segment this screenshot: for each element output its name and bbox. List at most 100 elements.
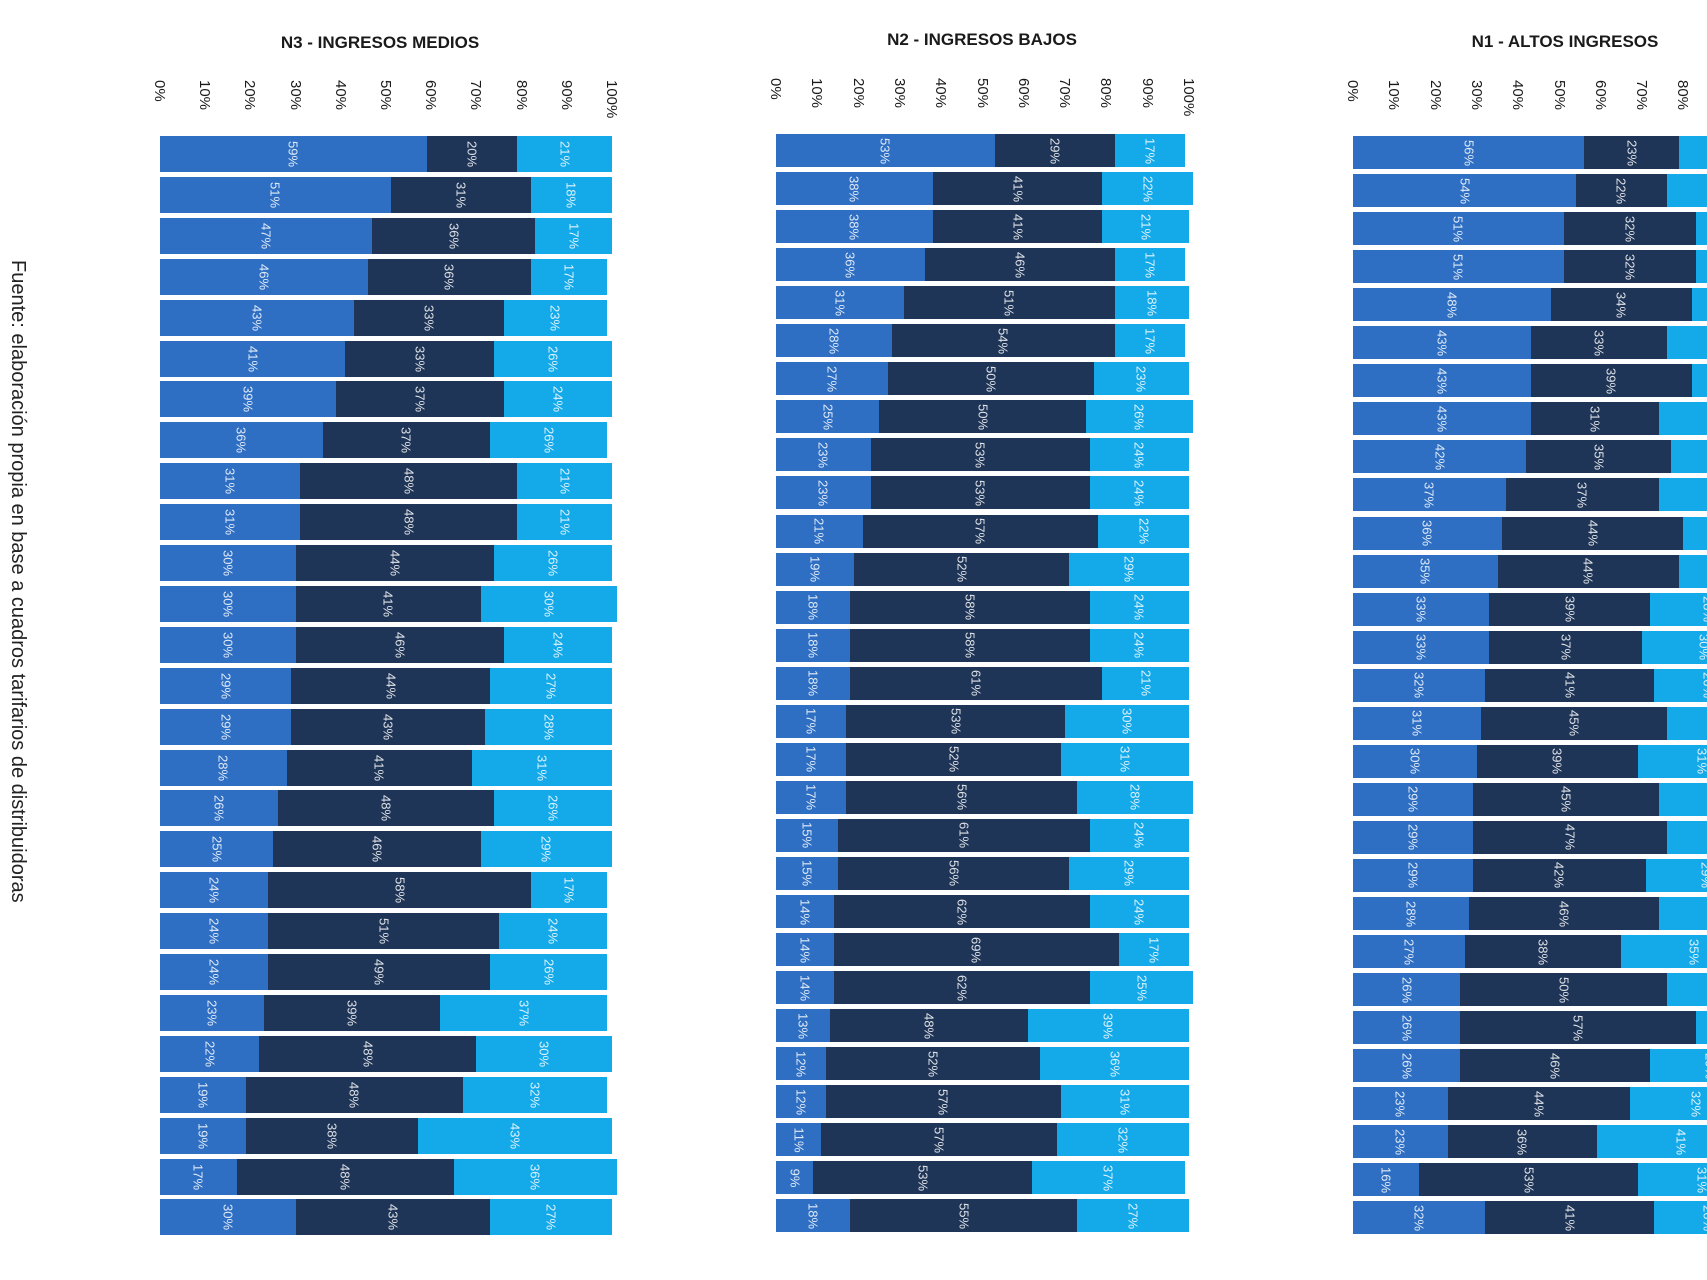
bar-segment-3: 37% [440,994,608,1031]
bar-segment-3: 24% [499,913,608,950]
bar-segment-3: 22% [1098,514,1189,548]
bar-segment-1: 30% [160,545,296,581]
bar-segment-2: 22% [1576,174,1667,208]
bar-segment-3: 41% [1596,1125,1707,1159]
bar-segment-2: 53% [1419,1163,1638,1197]
x-tick-label: 10% [196,80,214,111]
data-label: 24% [1131,632,1147,659]
data-label: 46% [1547,1052,1563,1079]
data-label: 43% [249,304,265,331]
data-label: 46% [369,836,385,863]
bar-segment-2: 55% [850,1199,1078,1233]
data-label: 24% [206,958,222,986]
data-label: 47% [258,222,274,249]
bar-segment-3: 30% [480,585,617,622]
data-label: 48% [921,1012,937,1039]
data-label: 23% [1624,139,1640,166]
bar-segment-3: 17% [1114,248,1185,282]
bar-segment-1: 30% [160,1199,296,1236]
data-label: 26% [545,795,561,822]
bar-segment-1: 47% [160,217,373,254]
bar-segment-2: 39% [1530,364,1692,398]
data-label: 36% [527,1163,543,1190]
data-label: 44% [387,549,403,577]
data-label: 23% [1133,365,1149,392]
data-label: 26% [541,427,557,454]
data-label: 37% [398,427,414,454]
bar-segment-1: 17% [776,780,847,814]
bar-segment-1: 32% [1353,668,1486,702]
x-tick-label: 60% [422,80,440,111]
bar-segment-1: 29% [160,667,292,704]
bar-segment-3: 18% [1691,288,1707,322]
data-label: 17% [803,708,819,735]
data-label: 28% [215,754,231,781]
data-label: 43% [1434,329,1450,356]
bar-segment-3: 23% [1671,440,1707,474]
data-label: 48% [360,1040,376,1067]
bar-segment-1: 27% [1353,935,1465,969]
x-tick-label: 100% [603,80,620,119]
bar-segment-3: 17% [535,217,612,254]
bar-segment-3: 26% [489,954,608,990]
bar-segment-2: 50% [887,362,1094,396]
data-label: 38% [846,175,862,202]
data-label: 46% [1012,251,1028,278]
data-label: 27% [543,1204,559,1231]
bar-segment-2: 49% [268,954,490,990]
bar-segment-3: 28% [1077,780,1194,814]
data-label: 27% [1401,938,1417,965]
data-label: 46% [256,263,272,290]
bar-segment-1: 31% [160,504,301,541]
x-tick-label: 0% [151,80,168,102]
data-label: 29% [1405,824,1421,851]
bar-segment-1: 51% [1353,212,1564,246]
data-label: 26% [1399,976,1415,1003]
bar-segment-1: 21% [776,514,863,548]
data-label: 28% [541,713,557,740]
bar-segment-2: 45% [1481,706,1667,740]
bar-segment-2: 36% [372,217,536,254]
x-tick-label: 100% [1180,78,1197,117]
x-tick-label: 40% [932,78,950,109]
data-label: 31% [1117,1088,1133,1115]
bar-segment-2: 41% [932,172,1103,206]
x-tick-label: 80% [1097,78,1115,109]
bar-segment-1: 24% [160,954,269,990]
data-label: 51% [1450,215,1466,242]
bar-segment-2: 52% [825,1047,1041,1081]
bar-segment-2: 37% [1505,478,1659,512]
data-label: 24% [206,918,222,945]
data-label: 30% [220,590,236,617]
bar-segment-1: 12% [776,1085,826,1119]
data-label: 20% [464,140,480,168]
x-tick-label: 40% [331,80,349,111]
bar-segment-2: 43% [295,1199,490,1236]
bar-segment-2: 32% [1563,250,1696,284]
bar-segment-3: 21% [1102,210,1189,244]
x-tick-label: 70% [1056,78,1074,109]
data-label: 23% [547,304,563,331]
bar-segment-3: 43% [417,1117,612,1154]
bar-segment-2: 41% [286,749,472,786]
data-label: 18% [805,632,821,659]
data-label: 38% [846,213,862,240]
bar-segment-2: 47% [1472,820,1667,854]
bar-segment-3: 24% [503,381,612,418]
bar-segment-1: 54% [1353,174,1577,208]
data-label: 32% [1688,1090,1704,1117]
x-tick-label: 80% [512,80,530,111]
bar-segment-1: 29% [1353,782,1473,816]
bar-segment-2: 61% [837,818,1090,852]
bar-segment-2: 35% [1526,440,1671,474]
x-tick-label: 10% [808,78,826,109]
bar-segment-2: 58% [850,590,1090,624]
x-tick-label: 30% [286,80,304,111]
data-label: 31% [832,289,848,316]
bar-segment-3: 26% [1658,782,1707,816]
bar-segment-1: 43% [160,299,355,336]
bar-segment-3: 25% [1089,971,1194,1005]
bar-segment-1: 36% [1353,516,1502,550]
bar-segment-2: 41% [295,585,481,622]
bar-segment-3: 24% [503,626,612,663]
